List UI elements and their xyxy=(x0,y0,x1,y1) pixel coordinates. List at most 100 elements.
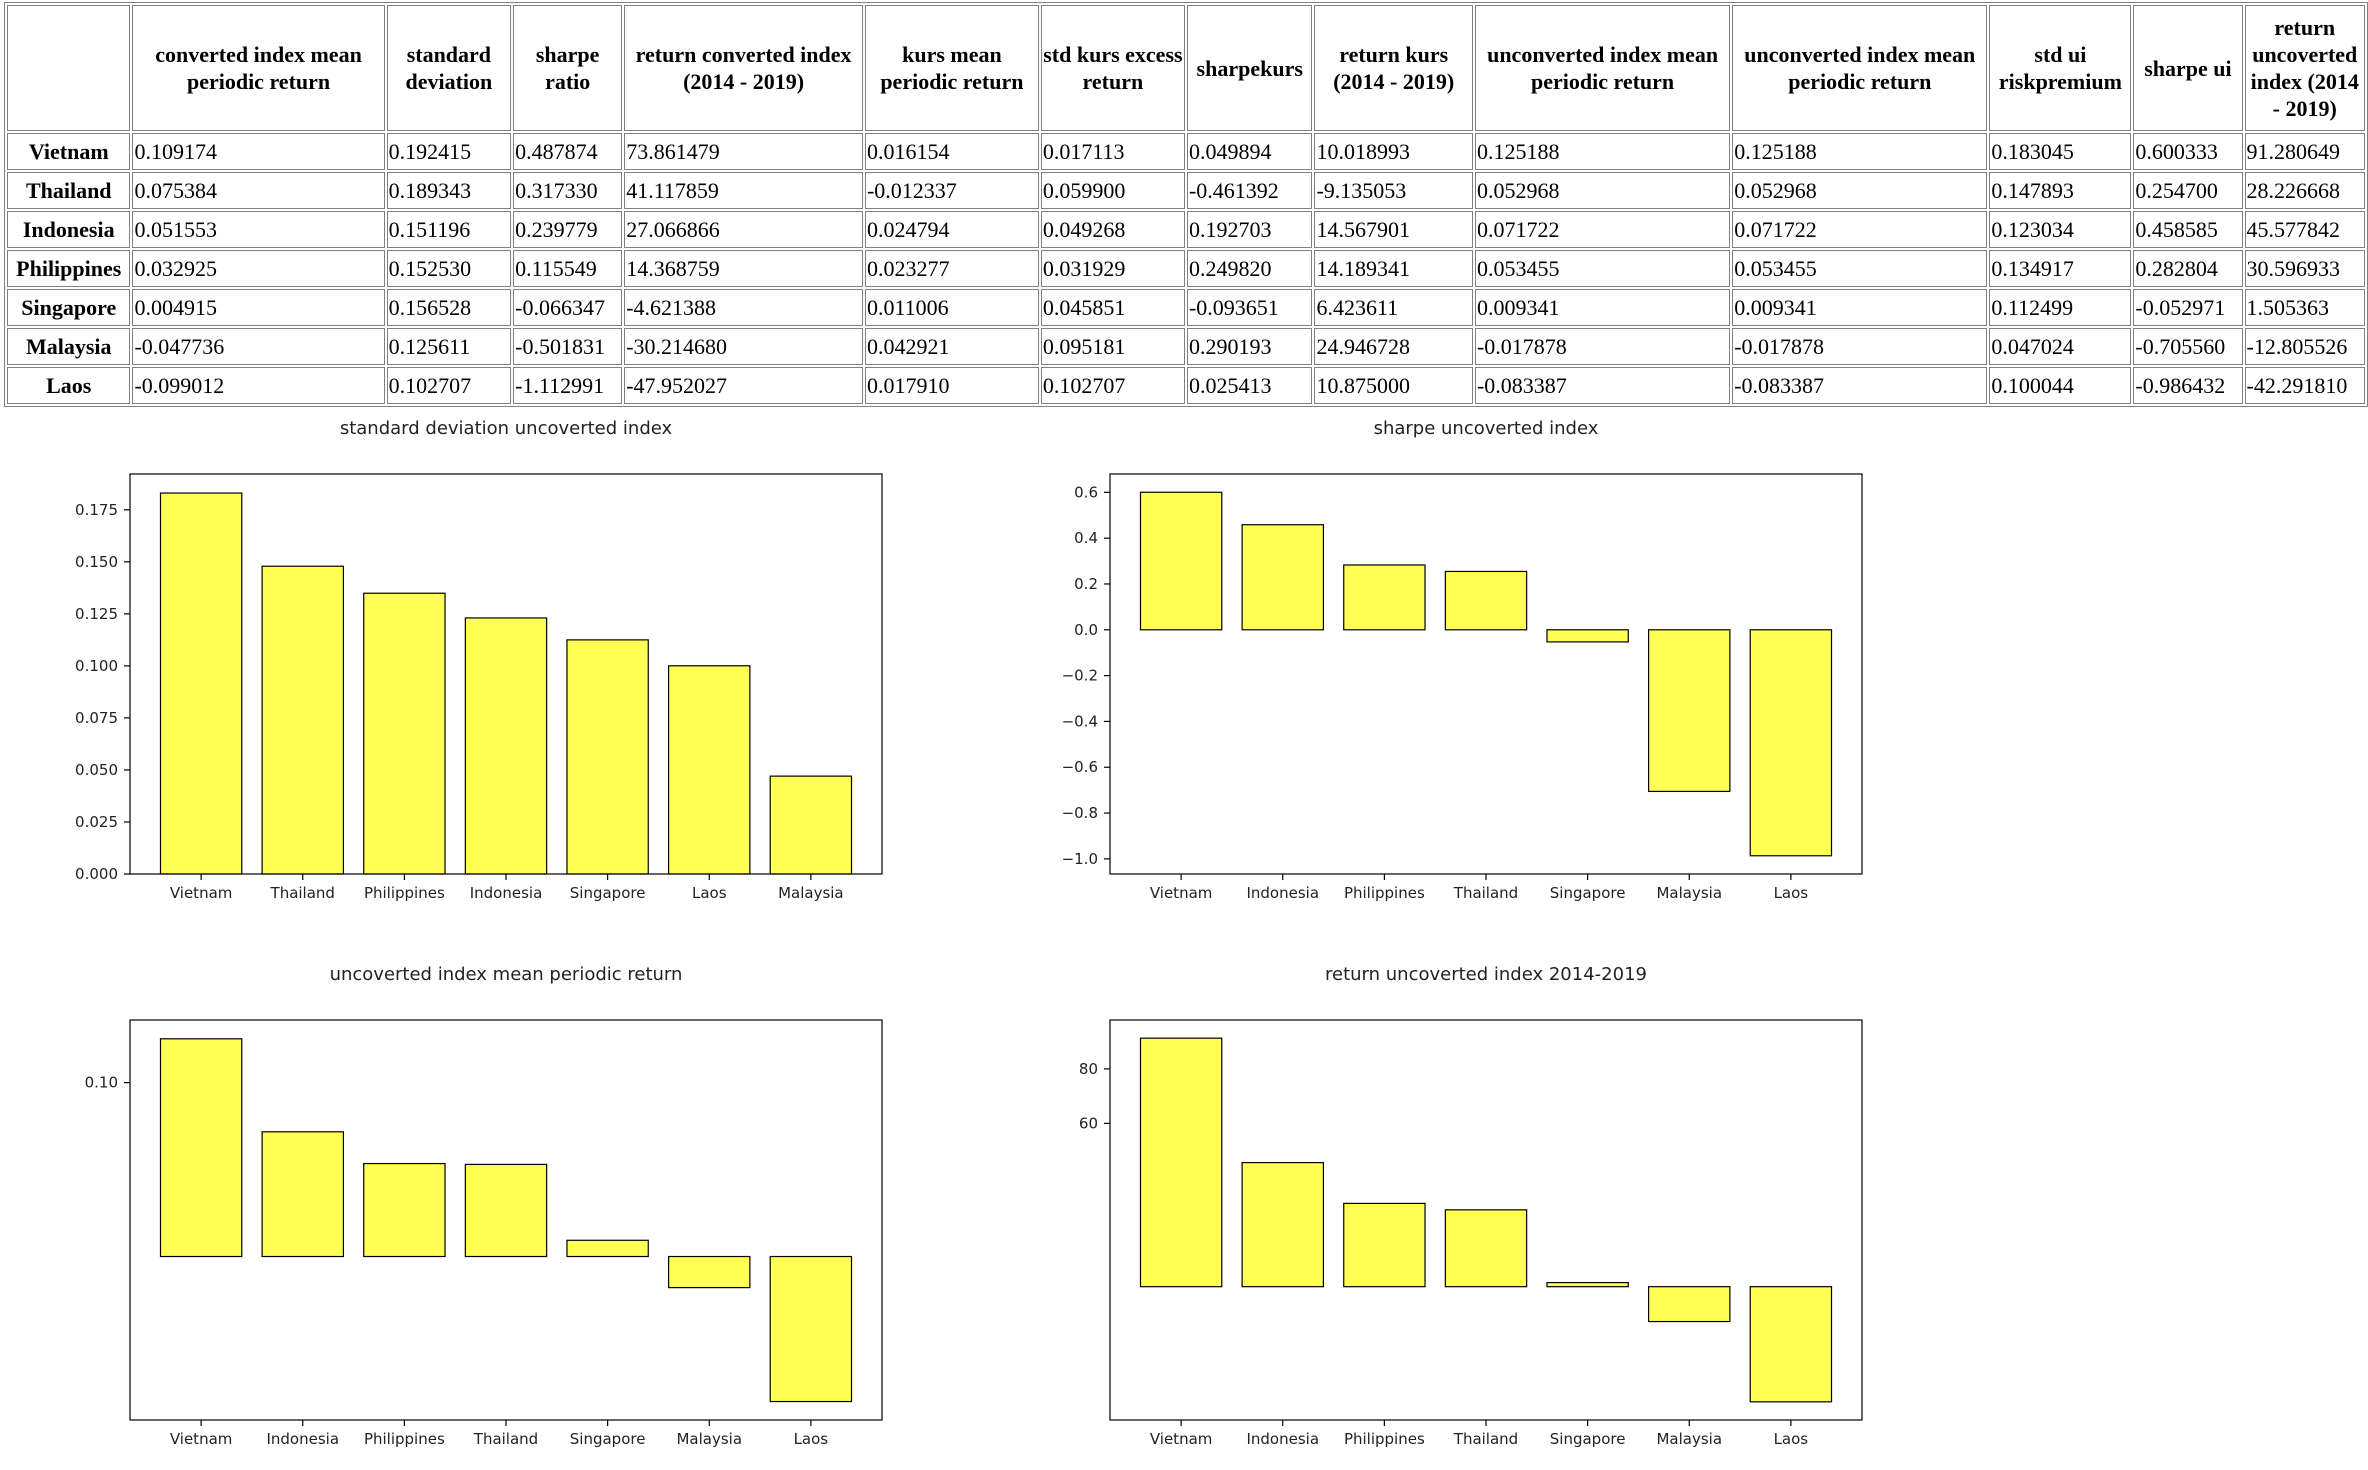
column-header: standard deviation xyxy=(386,5,512,131)
bar-laos xyxy=(667,665,751,875)
table-cell: -4.621388 xyxy=(624,289,863,326)
bar-laos xyxy=(1749,1286,1833,1403)
table-cell: 0.239779 xyxy=(513,211,623,248)
table-cell: -47.952027 xyxy=(624,367,863,404)
chart-svg: uncoverted index mean periodic return Vie… xyxy=(85,964,883,1448)
x-tick-label: Vietnam xyxy=(170,884,233,902)
table-cell: -42.291810 xyxy=(2244,367,2365,404)
table-cell: 14.368759 xyxy=(624,250,863,287)
table-cell: 41.117859 xyxy=(624,172,863,209)
table-cell: -0.066347 xyxy=(513,289,623,326)
plot-frame xyxy=(129,473,883,875)
table-cell: 0.023277 xyxy=(864,250,1039,287)
y-tick-label: −0.8 xyxy=(1062,804,1098,822)
column-header: sharpe ui xyxy=(2133,5,2243,131)
x-tick-label: Malaysia xyxy=(1656,884,1722,902)
table-cell: 0.053455 xyxy=(1732,250,1988,287)
table-cell: 0.125611 xyxy=(386,328,512,365)
row-header-country: Vietnam xyxy=(7,133,131,170)
table-cell: 0.031929 xyxy=(1040,250,1185,287)
table-cell: 30.596933 xyxy=(2244,250,2365,287)
bar-thailand xyxy=(261,565,345,875)
y-tick-label: 0.075 xyxy=(75,709,118,727)
bar-singapore xyxy=(566,1239,649,1258)
chart-title: return uncoverted index 2014-2019 xyxy=(1325,964,1647,985)
table-cell: 0.282804 xyxy=(2133,250,2243,287)
chart-uncoverted-index-mean-periodic-return: uncoverted index mean periodic return Vie… xyxy=(40,950,940,1470)
table-cell: 0.017910 xyxy=(864,367,1039,404)
bar-vietnam xyxy=(159,492,243,875)
table-cell: 0.487874 xyxy=(513,133,623,170)
x-tick-label: Vietnam xyxy=(1150,1430,1213,1448)
table-cell: 0.192703 xyxy=(1186,211,1313,248)
chart-title: standard deviation uncoverted index xyxy=(340,418,673,439)
table-cell: -0.461392 xyxy=(1186,172,1313,209)
bar-philippines xyxy=(1343,1202,1426,1288)
x-tick-label: Thailand xyxy=(1453,884,1518,902)
y-tick-label: 0.6 xyxy=(1074,483,1098,501)
table-cell: 0.032925 xyxy=(132,250,385,287)
bar-philippines xyxy=(1343,564,1426,631)
table-cell: -0.705560 xyxy=(2133,328,2243,365)
table-cell: 0.134917 xyxy=(1989,250,2132,287)
column-header: sharpekurs xyxy=(1186,5,1313,131)
table-cell: 0.125188 xyxy=(1732,133,1988,170)
table-cell: 0.075384 xyxy=(132,172,385,209)
table-cell: 0.102707 xyxy=(386,367,512,404)
table-cell: 73.861479 xyxy=(624,133,863,170)
table-cell: 10.018993 xyxy=(1314,133,1473,170)
chart-svg: return uncoverted index 2014-2019 Vietnam… xyxy=(1079,964,1863,1448)
table-cell: -0.083387 xyxy=(1474,367,1731,404)
x-tick-label: Philippines xyxy=(1344,1430,1425,1448)
table-cell: -0.052971 xyxy=(2133,289,2243,326)
table-cell: 0.004915 xyxy=(132,289,385,326)
table-cell: 0.071722 xyxy=(1474,211,1731,248)
table-cell: 0.024794 xyxy=(864,211,1039,248)
y-tick-label: 0.000 xyxy=(75,865,118,883)
table-row: Singapore 0.004915 0.156528 -0.066347 -4.621… xyxy=(7,289,2365,326)
table-cell: 0.290193 xyxy=(1186,328,1313,365)
y-tick-label: 0.050 xyxy=(75,761,118,779)
y-tick-label: 0.175 xyxy=(75,501,118,519)
table-cell: -0.501831 xyxy=(513,328,623,365)
bar-philippines xyxy=(363,592,446,875)
y-tick-label: 0.025 xyxy=(75,813,118,831)
table-cell: 0.045851 xyxy=(1040,289,1185,326)
table-cell: 0.151196 xyxy=(386,211,512,248)
row-header-country: Singapore xyxy=(7,289,131,326)
table-cell: 0.458585 xyxy=(2133,211,2243,248)
table-row: Malaysia -0.047736 0.125611 -0.501831 -30.21… xyxy=(7,328,2365,365)
x-tick-label: Indonesia xyxy=(1246,884,1319,902)
x-tick-label: Laos xyxy=(692,884,727,902)
table-cell: 0.009341 xyxy=(1732,289,1988,326)
table-cell: 24.946728 xyxy=(1314,328,1473,365)
table-cell: -0.083387 xyxy=(1732,367,1988,404)
bar-indonesia xyxy=(1241,524,1325,631)
y-tick-label: 0.4 xyxy=(1074,529,1098,547)
table-cell: 0.051553 xyxy=(132,211,385,248)
table-cell: -1.112991 xyxy=(513,367,623,404)
y-tick-label: −0.4 xyxy=(1062,712,1098,730)
bar-malaysia xyxy=(1647,629,1731,793)
table-cell: 0.102707 xyxy=(1040,367,1185,404)
y-tick-label: 0.10 xyxy=(85,1074,118,1092)
row-header-country: Indonesia xyxy=(7,211,131,248)
bar-laos xyxy=(769,1255,853,1403)
table-cell: -12.805526 xyxy=(2244,328,2365,365)
y-tick-label: 60 xyxy=(1079,1114,1098,1132)
x-tick-label: Laos xyxy=(794,1430,829,1448)
table-cell: 27.066866 xyxy=(624,211,863,248)
x-tick-label: Vietnam xyxy=(1150,884,1213,902)
statistics-table: converted index mean periodic return stan… xyxy=(4,2,2368,407)
chart-return-uncoverted-index-2014-2019: return uncoverted index 2014-2019 Vietnam… xyxy=(1020,950,1920,1470)
column-header: converted index mean periodic return xyxy=(132,5,385,131)
table-cell: 0.100044 xyxy=(1989,367,2132,404)
column-header: std ui riskpremium xyxy=(1989,5,2132,131)
table-row: Laos -0.099012 0.102707 -1.112991 -47.952027… xyxy=(7,367,2365,404)
table-cell: 0.152530 xyxy=(386,250,512,287)
table-cell: -0.012337 xyxy=(864,172,1039,209)
table-cell: 6.423611 xyxy=(1314,289,1473,326)
x-tick-label: Singapore xyxy=(1550,1430,1626,1448)
table-cell: 45.577842 xyxy=(2244,211,2365,248)
plot-frame xyxy=(1109,473,1863,875)
